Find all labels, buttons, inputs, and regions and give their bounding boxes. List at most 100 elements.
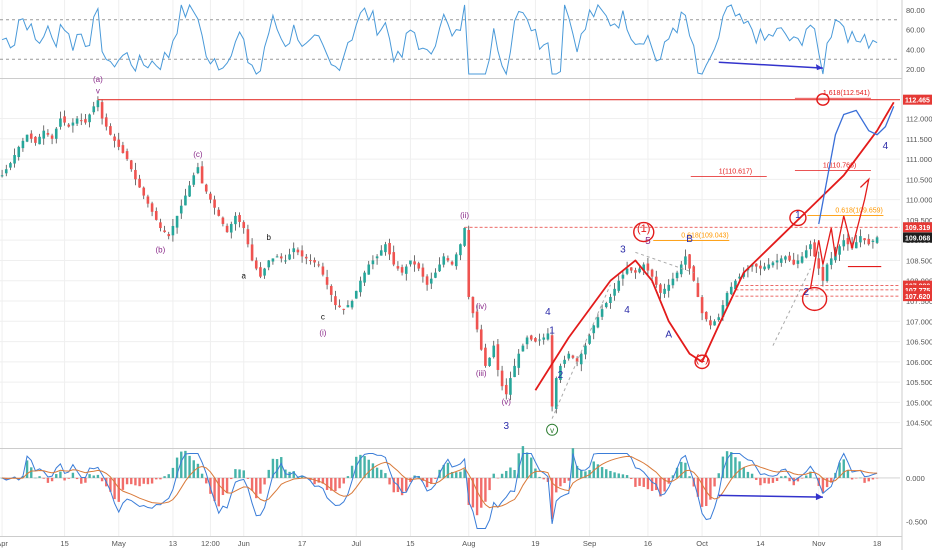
candle-body bbox=[388, 242, 391, 255]
wave-label: c bbox=[321, 312, 325, 321]
macd-histogram-bar bbox=[459, 471, 462, 478]
x-tick-label: 18 bbox=[873, 539, 881, 548]
wave-label: (v) bbox=[502, 397, 512, 406]
candle-body bbox=[871, 240, 875, 242]
candle-body bbox=[613, 288, 616, 296]
macd-histogram-bar bbox=[121, 477, 125, 490]
macd-histogram-bar bbox=[784, 475, 787, 478]
macd-histogram-bar bbox=[750, 473, 754, 478]
candle-body bbox=[184, 195, 187, 206]
candle-body bbox=[638, 268, 641, 273]
macd-histogram-bar bbox=[146, 477, 150, 485]
macd-histogram-bar bbox=[780, 476, 783, 478]
candle-body bbox=[13, 155, 16, 164]
macd-histogram-bar bbox=[50, 477, 54, 482]
candle-body bbox=[675, 272, 679, 279]
candle-body bbox=[709, 320, 712, 326]
macd-histogram-bar bbox=[488, 477, 491, 491]
macd-histogram-bar bbox=[559, 477, 562, 487]
macd-histogram-bar bbox=[213, 477, 216, 502]
candle-body bbox=[96, 100, 100, 108]
macd-histogram-bar bbox=[542, 477, 545, 480]
macd-histogram-bar bbox=[255, 477, 258, 499]
hand-drawn-wave-path bbox=[534, 101, 895, 391]
candle-body bbox=[617, 280, 621, 291]
candle-body bbox=[850, 242, 854, 249]
candle-body bbox=[21, 140, 25, 149]
macd-histogram-bar bbox=[388, 477, 391, 485]
macd-histogram-bar bbox=[838, 462, 841, 478]
candle-body bbox=[338, 305, 341, 308]
candle-body bbox=[17, 146, 21, 158]
candle-body bbox=[188, 185, 191, 197]
macd-histogram-bar bbox=[621, 474, 625, 478]
candle-body bbox=[350, 301, 354, 308]
macd-histogram-bar bbox=[675, 467, 679, 478]
x-tick-label: 16 bbox=[644, 539, 652, 548]
candle-body bbox=[309, 260, 312, 262]
candle-body bbox=[371, 260, 375, 265]
macd-histogram-bar bbox=[688, 476, 691, 478]
candle-body bbox=[596, 317, 600, 328]
macd-histogram-bar bbox=[463, 469, 466, 478]
candle-body bbox=[554, 378, 558, 409]
candle-body bbox=[609, 296, 612, 303]
candle-body bbox=[192, 175, 196, 185]
macd-histogram-bar bbox=[471, 477, 475, 508]
x-tick-label: 14 bbox=[756, 539, 764, 548]
candle-body bbox=[113, 136, 116, 141]
macd-histogram-bar bbox=[634, 477, 637, 487]
candle-body bbox=[684, 256, 687, 265]
rsi-divergence-arrowhead bbox=[815, 64, 823, 71]
candle-body bbox=[579, 353, 583, 365]
candle-body bbox=[92, 106, 96, 113]
candle-body bbox=[696, 283, 700, 297]
macd-histogram-bar bbox=[613, 472, 616, 478]
macd-histogram-bar bbox=[575, 465, 579, 478]
candle-body bbox=[250, 244, 254, 261]
macd-histogram-bar bbox=[313, 477, 316, 485]
macd-histogram-bar bbox=[267, 469, 270, 478]
x-tick-label: 19 bbox=[531, 539, 539, 548]
candle-body bbox=[875, 237, 879, 243]
candle-body bbox=[767, 264, 771, 269]
candle-body bbox=[209, 193, 212, 200]
target-circle bbox=[816, 93, 830, 106]
price-tick-label: 107.000 bbox=[906, 317, 932, 326]
macd-histogram-bar bbox=[717, 473, 720, 478]
candle-body bbox=[63, 116, 66, 123]
candle-body bbox=[329, 286, 333, 295]
macd-histogram-bar bbox=[725, 451, 729, 478]
macd-histogram-bar bbox=[555, 477, 558, 493]
macd-histogram-bar bbox=[280, 457, 283, 478]
wave-label: (b) bbox=[156, 245, 166, 254]
candle-body bbox=[213, 199, 216, 208]
candle-body bbox=[117, 139, 121, 147]
candle-body bbox=[134, 169, 137, 180]
candle-body bbox=[588, 335, 591, 344]
price-tag-badge bbox=[903, 232, 932, 243]
candle-body bbox=[271, 258, 275, 262]
candle-body bbox=[625, 268, 629, 274]
candle-body bbox=[359, 280, 362, 293]
price-tag-label: 112.465 bbox=[905, 98, 930, 105]
macd-histogram-bar bbox=[242, 470, 245, 478]
candle-body bbox=[479, 329, 483, 350]
macd-histogram-bar bbox=[446, 462, 450, 478]
wave-label: (c) bbox=[193, 150, 203, 159]
price-tick-label: 109.500 bbox=[906, 216, 932, 225]
macd-histogram-bar bbox=[250, 477, 254, 491]
macd-histogram-bar bbox=[42, 477, 45, 479]
candle-body bbox=[467, 229, 471, 297]
macd-histogram-bar bbox=[92, 475, 95, 478]
candle-body bbox=[229, 223, 233, 233]
macd-histogram-bar bbox=[188, 455, 191, 478]
macd-histogram-bar bbox=[767, 477, 770, 484]
macd-histogram-bar bbox=[550, 477, 554, 519]
candle-body bbox=[863, 238, 866, 241]
candle-body bbox=[792, 259, 796, 265]
candle-body bbox=[484, 347, 487, 366]
x-tick-label: May bbox=[112, 539, 126, 548]
candle-body bbox=[154, 211, 158, 220]
candle-body bbox=[375, 256, 379, 259]
